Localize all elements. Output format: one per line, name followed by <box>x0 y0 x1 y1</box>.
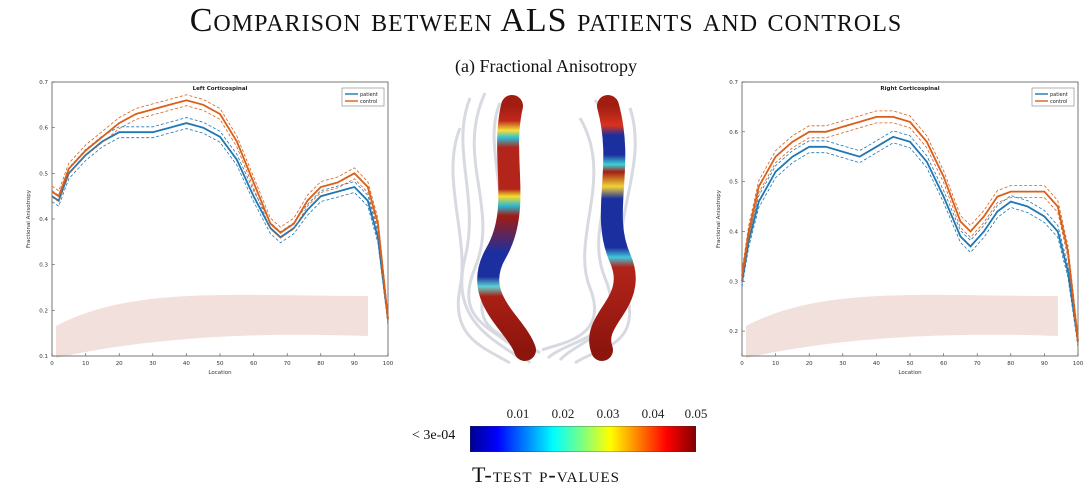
y-tick-label: 0.6 <box>729 130 738 136</box>
y-axis-label: Fractional Anisotropy <box>26 189 32 248</box>
x-tick-label: 30 <box>839 361 846 367</box>
x-tick-label: 0 <box>740 361 744 367</box>
chart-title: Right Corticospinal <box>880 86 939 92</box>
x-axis-label: Location <box>898 370 922 376</box>
x-tick-label: 90 <box>1041 361 1048 367</box>
y-tick-label: 0.2 <box>39 308 48 314</box>
control-upper-bound <box>741 110 1079 336</box>
tract-overlay <box>56 294 368 358</box>
left-corticospinal-chart: Left Corticospinal 0 10 20 30 40 50 60 70 80 90 100… <box>26 80 394 376</box>
y-tick-label: 0.7 <box>729 80 738 86</box>
x-tick-label: 60 <box>940 361 947 367</box>
x-tick-label: 80 <box>1007 361 1014 367</box>
y-tick-label: 0.2 <box>729 329 738 335</box>
x-tick-label: 70 <box>284 361 291 367</box>
tract-overlay <box>746 294 1058 358</box>
tract-rendering <box>451 92 637 365</box>
colorbar-title: T-test p-values <box>472 462 620 487</box>
patient-lower-bound <box>51 128 389 325</box>
control-series-line <box>51 99 389 320</box>
x-tick-label: 50 <box>907 361 914 367</box>
patient-series-line <box>51 122 389 320</box>
patient-lower-bound <box>741 142 1079 348</box>
figure-title: Comparison between ALS patients and cont… <box>189 2 903 39</box>
x-tick-label: 100 <box>383 361 394 367</box>
x-tick-label: 80 <box>317 361 324 367</box>
x-tick-label: 40 <box>183 361 190 367</box>
x-tick-label: 60 <box>250 361 257 367</box>
x-tick-label: 10 <box>82 361 89 367</box>
y-tick-label: 0.4 <box>729 229 738 235</box>
right-tract-tube <box>589 95 636 361</box>
x-axis-label: Location <box>208 370 232 376</box>
chart-title: Left Corticospinal <box>193 86 248 92</box>
x-tick-label: 10 <box>772 361 779 367</box>
x-tick-label: 30 <box>149 361 156 367</box>
colorbar-tick: 0.02 <box>551 406 575 421</box>
patient-upper-bound <box>51 117 389 315</box>
right-corticospinal-chart: Right Corticospinal 0 10 20 30 40 50 60 70 80 90 10… <box>716 80 1084 376</box>
x-tick-label: 20 <box>116 361 123 367</box>
patient-series-line <box>741 135 1079 342</box>
legend-label: control <box>360 99 377 105</box>
left-tract-tube <box>477 95 536 361</box>
control-series-line <box>741 116 1079 342</box>
y-tick-label: 0.6 <box>39 126 48 132</box>
x-tick-label: 100 <box>1073 361 1084 367</box>
figure-subtitle: (a) Fractional Anisotropy <box>455 56 637 76</box>
y-tick-label: 0.1 <box>39 354 48 360</box>
x-tick-label: 50 <box>217 361 224 367</box>
y-tick-label: 0.7 <box>39 80 48 86</box>
control-upper-bound <box>51 94 389 315</box>
y-tick-label: 0.5 <box>729 180 738 186</box>
x-tick-label: 70 <box>974 361 981 367</box>
y-axis-label: Fractional Anisotropy <box>716 189 722 248</box>
control-lower-bound <box>51 105 389 325</box>
colorbar-tick: 0.01 <box>506 406 530 421</box>
y-tick-label: 0.4 <box>39 217 48 223</box>
y-tick-label: 0.5 <box>39 171 48 177</box>
colorbar-min-label: < 3e-04 <box>412 428 456 443</box>
x-tick-label: 90 <box>351 361 358 367</box>
pvalue-colorbar <box>470 426 696 452</box>
x-tick-label: 20 <box>806 361 813 367</box>
patient-upper-bound <box>741 130 1079 336</box>
legend-label: patient <box>1050 92 1068 98</box>
legend-label: patient <box>360 92 378 98</box>
control-lower-bound <box>741 122 1079 348</box>
x-tick-label: 0 <box>50 361 54 367</box>
legend-label: control <box>1050 99 1067 105</box>
colorbar-tick: 0.04 <box>641 406 665 421</box>
x-tick-label: 40 <box>873 361 880 367</box>
y-tick-label: 0.3 <box>39 263 48 269</box>
colorbar-tick: 0.03 <box>596 406 620 421</box>
colorbar-tick: 0.05 <box>684 406 708 421</box>
y-tick-label: 0.3 <box>729 279 738 285</box>
